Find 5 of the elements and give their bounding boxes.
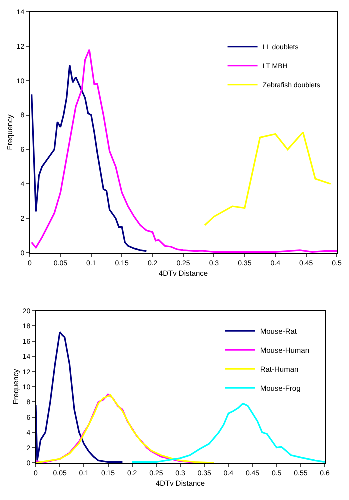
line-series bbox=[31, 64, 148, 252]
line-series bbox=[31, 49, 337, 253]
line-series bbox=[204, 132, 332, 226]
line-series bbox=[132, 402, 325, 463]
line-series bbox=[36, 331, 124, 463]
